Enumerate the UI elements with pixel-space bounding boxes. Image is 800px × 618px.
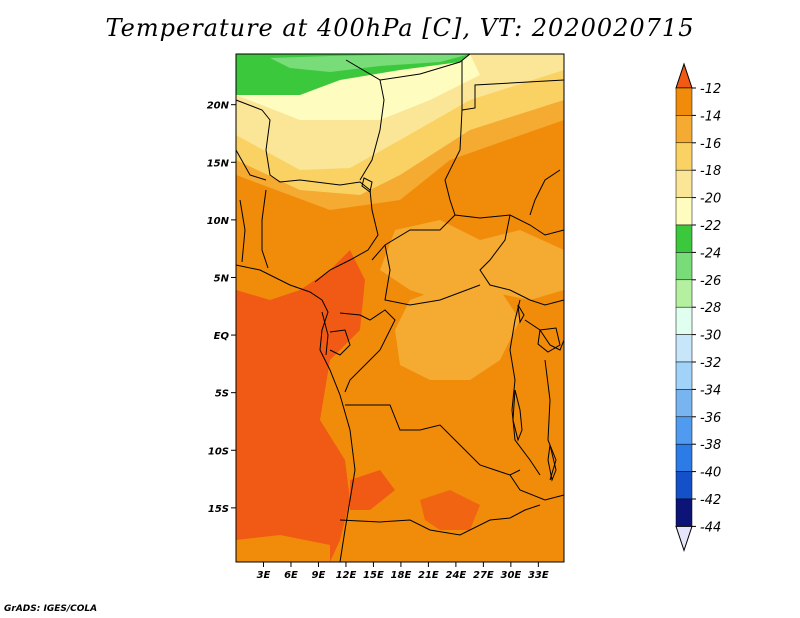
colorbar-label: -16 bbox=[700, 137, 721, 152]
boundary-east-2 bbox=[529, 169, 561, 216]
colorbar-segment bbox=[675, 115, 693, 144]
colorbar-label: -20 bbox=[700, 192, 721, 207]
map-title: Temperature at 400hPa [C], VT: 202002071… bbox=[105, 14, 695, 42]
credit-text: GrADS: IGES/COLA bbox=[4, 604, 98, 614]
boundary-gabon bbox=[321, 311, 329, 356]
lon-tick-label: 18E bbox=[391, 570, 412, 581]
field-warm-patch-se bbox=[420, 490, 480, 530]
colorbar-label: -28 bbox=[700, 301, 721, 316]
colorbar-label: -18 bbox=[700, 164, 721, 179]
boundary-rdc-west bbox=[329, 329, 351, 356]
boundary-zambia bbox=[509, 474, 565, 501]
map-frame bbox=[235, 53, 565, 563]
field-warm-tail bbox=[350, 470, 395, 510]
colorbar-segment bbox=[675, 306, 693, 335]
lon-tick-label: 33E bbox=[528, 570, 549, 581]
colorbar-label: -26 bbox=[700, 274, 721, 289]
field-congo-patch bbox=[395, 285, 520, 380]
lake-chad bbox=[361, 177, 373, 193]
field-light-green bbox=[270, 54, 470, 72]
colorbar-segment bbox=[675, 197, 693, 226]
lon-tick-label: 21E bbox=[418, 570, 439, 581]
coastline-west bbox=[235, 264, 356, 563]
lat-tick-label: 15N bbox=[207, 158, 230, 169]
colorbar: -12 -14 -16 -18 -20 -22 -24 -26 -28 -30 -32 -34 -36 -… bbox=[675, 62, 721, 552]
colorbar-segment bbox=[675, 361, 693, 390]
boundary-angola bbox=[345, 404, 521, 476]
colorbar-label: -14 bbox=[700, 109, 721, 124]
boundary-benin bbox=[239, 199, 246, 263]
boundary-chad bbox=[379, 53, 471, 81]
boundary-congo bbox=[339, 309, 396, 393]
lon-tick-label: 24E bbox=[446, 570, 467, 581]
lon-tick-label: 30E bbox=[500, 570, 521, 581]
lat-tick-label: 15S bbox=[208, 504, 229, 515]
colorbar-segment bbox=[675, 416, 693, 445]
lake-victoria bbox=[537, 327, 561, 353]
lake-tanganyika bbox=[512, 389, 523, 442]
boundary-north-2 bbox=[345, 59, 385, 181]
field-warm-west bbox=[236, 250, 365, 562]
lon-tick-label: 27E bbox=[473, 570, 494, 581]
lat-axis: 20N 15N 10N 5N EQ 5S 10S 15S bbox=[207, 101, 236, 515]
colorbar-bottom-arrow bbox=[675, 525, 693, 552]
colorbar-label: -32 bbox=[700, 356, 721, 371]
boundary-niger bbox=[235, 149, 267, 181]
lakes bbox=[361, 177, 561, 482]
colorbar-segment bbox=[675, 169, 693, 198]
lon-tick-label: 12E bbox=[336, 570, 357, 581]
temperature-field bbox=[236, 54, 564, 562]
colorbar-segment bbox=[675, 252, 693, 281]
field-central-patch bbox=[380, 220, 564, 300]
colorbar-label: -40 bbox=[700, 466, 721, 481]
field-cool-patch-s bbox=[236, 535, 330, 562]
boundaries bbox=[235, 53, 565, 563]
lon-tick-label: 3E bbox=[257, 570, 271, 581]
colorbar-segment bbox=[675, 87, 693, 116]
boundary-car bbox=[454, 214, 565, 236]
lon-axis: 3E 6E 9E 12E 15E 18E 21E 24E 27E 30E 33E bbox=[257, 562, 549, 581]
boundary-angola-south bbox=[339, 504, 541, 536]
lon-tick-label: 9E bbox=[312, 570, 326, 581]
colorbar-label: -34 bbox=[700, 383, 721, 398]
colorbar-top-arrow bbox=[675, 62, 693, 89]
colorbar-segment bbox=[675, 498, 693, 527]
boundary-drc-east bbox=[509, 299, 541, 476]
lat-tick-label: 5S bbox=[215, 389, 229, 400]
colorbar-segment bbox=[675, 389, 693, 418]
boundary-ssudan bbox=[479, 214, 565, 306]
lat-tick-label: 10S bbox=[208, 446, 229, 457]
colorbar-label: -42 bbox=[700, 493, 721, 508]
boundary-sudan bbox=[461, 60, 565, 111]
lon-tick-label: 6E bbox=[284, 570, 298, 581]
colorbar-label: -12 bbox=[700, 82, 721, 97]
boundary-car-south bbox=[384, 244, 481, 306]
colorbar-label: -38 bbox=[700, 438, 721, 453]
boundary-east-lakes bbox=[524, 319, 565, 351]
colorbar-label: -44 bbox=[700, 520, 721, 535]
boundary-north-1 bbox=[235, 99, 379, 283]
colorbar-segment bbox=[675, 443, 693, 472]
boundary-tanzania bbox=[544, 359, 557, 481]
lake-albert bbox=[517, 304, 525, 324]
lat-tick-label: 10N bbox=[207, 216, 230, 227]
lat-tick-label: EQ bbox=[214, 331, 230, 342]
lake-malawi bbox=[547, 444, 557, 482]
colorbar-label: -22 bbox=[700, 219, 721, 234]
boundary-nigeria bbox=[261, 189, 269, 269]
colorbar-segment bbox=[675, 224, 693, 253]
colorbar-segment bbox=[675, 334, 693, 363]
colorbar-segment bbox=[675, 142, 693, 171]
colorbar-label: -24 bbox=[700, 246, 721, 261]
lat-tick-label: 5N bbox=[214, 273, 230, 284]
lat-tick-label: 20N bbox=[207, 101, 230, 112]
colorbar-label: -30 bbox=[700, 329, 721, 344]
colorbar-segment bbox=[675, 279, 693, 308]
lon-tick-label: 15E bbox=[363, 570, 384, 581]
colorbar-label: -36 bbox=[700, 411, 721, 426]
colorbar-segment bbox=[675, 471, 693, 500]
